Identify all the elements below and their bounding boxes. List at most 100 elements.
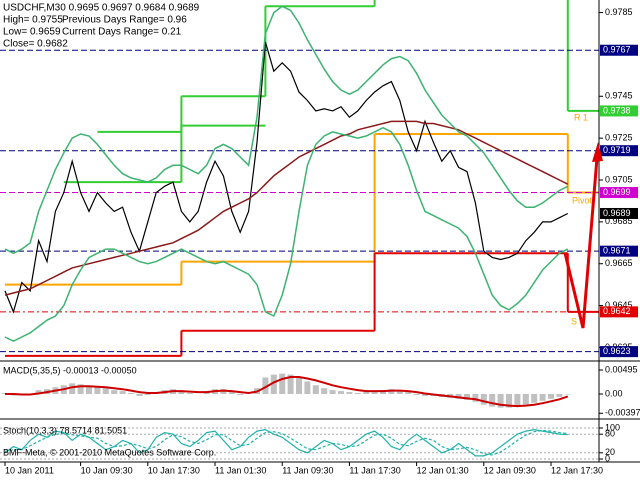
level-box <box>600 145 638 157</box>
arrow-head <box>592 142 603 162</box>
level-box <box>600 245 638 257</box>
x-tick-label: 11 Jan 09:30 <box>282 465 333 475</box>
level-box <box>600 306 638 318</box>
level-box <box>600 44 638 56</box>
info-text: Low= 0.9659 <box>3 27 61 38</box>
info-text: Current Days Range= 0.21 <box>62 27 182 38</box>
macd-bar <box>548 394 554 399</box>
level-label: 0.9642 <box>603 306 631 316</box>
x-tick-label: 12 Jan 01:30 <box>417 465 469 475</box>
y-tick-label: 0.9685 <box>605 216 633 226</box>
stoch-line <box>4 429 568 456</box>
macd-bar <box>338 391 344 395</box>
y-tick-label: 0 <box>605 453 610 463</box>
level-box <box>600 207 638 219</box>
y-tick-label: -0.00397 <box>605 408 640 418</box>
macd-bar <box>77 384 84 395</box>
panel-title: Stoch(10,3,3) 78.5714 81.5051 <box>3 425 127 435</box>
macd-bar <box>279 373 286 395</box>
x-tick-label: 11 Jan 17:30 <box>349 465 400 475</box>
macd-bar <box>556 394 563 397</box>
level-box <box>600 346 638 358</box>
level-box <box>600 187 638 199</box>
macd-bar <box>497 394 504 408</box>
info-text: Close= 0.9682 <box>3 39 68 50</box>
y-tick-label: 0.9725 <box>605 133 633 143</box>
x-tick-label: 10 Jan 2011 <box>5 465 54 475</box>
stoch-line <box>4 428 568 457</box>
level-label: 0.9767 <box>603 45 631 55</box>
stoch-panel <box>0 427 599 460</box>
macd-bar <box>464 394 470 400</box>
macd-bar <box>111 390 118 395</box>
x-tick-label: 12 Jan 09:30 <box>484 465 536 475</box>
level-label: 0.9623 <box>603 346 631 356</box>
macd-bar <box>186 393 193 395</box>
indicator-line <box>4 5 569 255</box>
macd-bar <box>69 383 76 395</box>
y-tick-label: 0.9665 <box>605 258 633 268</box>
y-tick-label: 0.9745 <box>605 91 633 101</box>
y-tick-label: 100 <box>605 422 620 432</box>
macd-bar <box>270 374 277 395</box>
x-tick-label: 12 Jan 17:30 <box>551 465 603 475</box>
macd-bar <box>296 377 302 395</box>
macd-bar <box>262 377 269 395</box>
y-tick-label: 0.00 <box>605 388 623 398</box>
macd-bar <box>371 391 378 395</box>
macd-bar <box>413 394 420 395</box>
macd-bar <box>422 394 428 396</box>
level-label: 0.9719 <box>603 145 631 155</box>
macd-bar <box>472 394 479 402</box>
price-line <box>4 41 569 314</box>
macd-bar <box>489 394 496 407</box>
indicator-line <box>4 120 569 296</box>
level-label: 0.9689 <box>603 208 631 218</box>
macd-bar <box>144 394 151 395</box>
macd-bar <box>354 393 361 395</box>
macd-bar <box>237 394 244 395</box>
macd-bar <box>119 391 126 395</box>
macd-bar <box>136 394 143 396</box>
macd-bar <box>363 392 370 395</box>
macd-bar <box>514 394 521 407</box>
annotation: R 1 <box>574 112 588 122</box>
macd-bar <box>539 394 546 401</box>
macd-bar <box>480 394 487 405</box>
macd-bar <box>102 388 109 395</box>
macd-bar <box>287 374 294 395</box>
macd-bar <box>228 392 235 395</box>
copyright: BMF-Meta, © 2001-2010 MetaQuotes Softwar… <box>3 447 216 457</box>
macd-bar <box>86 386 92 395</box>
y-tick-label: 0.9785 <box>605 7 633 17</box>
indicator-line <box>4 126 569 343</box>
level-label: 0.9671 <box>603 246 631 256</box>
x-tick-label: 10 Jan 09:30 <box>81 465 133 475</box>
signal-line <box>5 376 569 408</box>
macd-bar <box>329 390 336 395</box>
y-tick-label: 80 <box>605 429 615 439</box>
annotation: Pivot <box>572 195 593 205</box>
macd-bar <box>94 387 101 395</box>
x-tick-label: 11 Jan 01:30 <box>215 465 266 475</box>
info-text: High= 0.9755 <box>3 15 63 26</box>
chart-title: USDCHF,M30 0.9695 0.9697 0.9684 0.9689 <box>3 3 200 14</box>
macd-bar <box>522 394 529 405</box>
forecast-arrow <box>563 157 599 329</box>
info-text: Previous Days Range= 0.96 <box>62 15 187 26</box>
macd-bar <box>128 393 134 395</box>
y-tick-label: 0.00495 <box>605 364 638 374</box>
macd-bar <box>312 385 319 395</box>
y-tick-label: 0.9705 <box>605 174 633 184</box>
macd-bar <box>304 381 311 395</box>
macd-bar <box>405 392 412 395</box>
y-tick-label: 20 <box>605 447 615 457</box>
macd-bar <box>346 392 353 395</box>
macd-panel <box>2 373 571 408</box>
panel-title: MACD(5,35,5) -0.00013 -0.00050 <box>3 365 137 375</box>
macd-bar <box>178 391 185 395</box>
annotation: S <box>571 316 577 326</box>
